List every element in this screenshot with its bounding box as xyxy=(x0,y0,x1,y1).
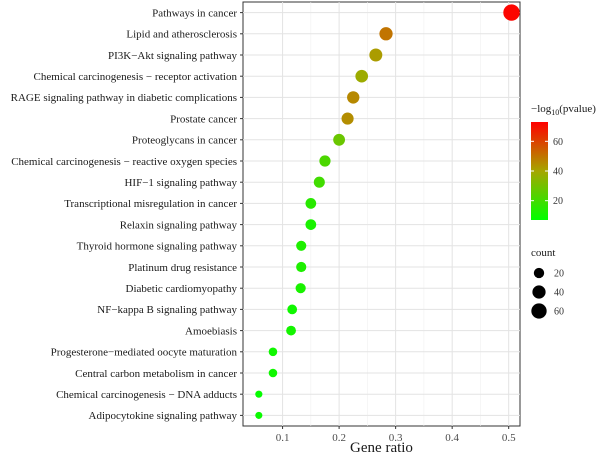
plot-frame xyxy=(242,1,521,427)
color-bar-tick-label: 40 xyxy=(553,167,563,178)
size-legend-items: 20 40 60 xyxy=(531,267,564,319)
category-labels: Pathways in cancer Lipid and atherosclero… xyxy=(11,7,243,422)
data-point xyxy=(333,133,346,146)
size-legend-dot xyxy=(533,267,545,279)
data-point xyxy=(296,261,307,273)
data-point xyxy=(305,198,317,209)
category-label: Chemical carcinogenesis − receptor activ… xyxy=(33,71,237,83)
data-point xyxy=(286,325,296,336)
size-legend: count 20 40 60 xyxy=(531,247,564,319)
data-point xyxy=(369,48,383,62)
data-point xyxy=(319,155,331,167)
color-bar-tick-label: 20 xyxy=(553,196,563,207)
size-legend-label: 40 xyxy=(554,288,564,299)
category-label: Platinum drug resistance xyxy=(128,262,237,274)
category-label: NF−kappa B signaling pathway xyxy=(97,304,237,316)
color-bar xyxy=(531,122,548,220)
data-point xyxy=(347,91,360,104)
category-label: Chemical carcinogenesis − DNA adducts xyxy=(56,389,237,401)
category-label: Adipocytokine signaling pathway xyxy=(89,410,238,422)
size-legend-label: 60 xyxy=(554,307,564,318)
size-legend-label: 20 xyxy=(554,269,564,280)
category-label: Proteoglycans in cancer xyxy=(132,135,237,147)
data-point xyxy=(313,176,325,188)
category-label: Thyroid hormone signaling pathway xyxy=(77,241,238,253)
category-label: Chemical carcinogenesis − reactive oxyge… xyxy=(11,156,237,168)
x-tick-label: 0.1 xyxy=(276,432,290,444)
category-label: Pathways in cancer xyxy=(152,7,237,19)
color-bar-tick-label: 60 xyxy=(553,137,563,148)
data-point xyxy=(355,69,369,83)
color-legend-title-subscript: 10 xyxy=(551,108,559,117)
x-axis: 0.1 0.2 0.3 0.4 0.5 xyxy=(276,426,516,444)
data-point xyxy=(295,283,306,294)
color-bar-ticks: 20 40 60 xyxy=(531,137,563,207)
data-point xyxy=(379,27,393,41)
data-point xyxy=(296,240,307,251)
data-point xyxy=(268,368,278,378)
data-point xyxy=(255,390,263,398)
size-legend-dot xyxy=(531,303,547,319)
category-label: Progesterone−mediated oocyte maturation xyxy=(51,347,238,359)
category-label: Prostate cancer xyxy=(170,113,237,125)
plot-panel xyxy=(242,1,521,427)
color-legend-title-main: −log xyxy=(531,103,552,115)
color-legend-title: −log10(pvalue) xyxy=(531,103,596,117)
data-point xyxy=(305,219,317,230)
category-label: RAGE signaling pathway in diabetic compl… xyxy=(11,92,237,104)
category-label: Central carbon metabolism in cancer xyxy=(75,368,237,380)
x-tick-label: 0.2 xyxy=(332,432,346,444)
category-label: Relaxin signaling pathway xyxy=(120,219,238,231)
color-legend-title-end: (pvalue) xyxy=(559,103,596,115)
category-label: Transcriptional misregulation in cancer xyxy=(64,198,237,210)
data-point xyxy=(341,112,354,125)
category-label: Diabetic cardiomyopathy xyxy=(126,283,238,295)
category-label: Lipid and atherosclerosis xyxy=(126,29,237,41)
category-label: PI3K−Akt signaling pathway xyxy=(108,50,238,62)
data-points xyxy=(255,4,520,419)
data-point xyxy=(503,4,520,21)
data-point xyxy=(268,347,278,357)
x-tick-label: 0.5 xyxy=(502,432,516,444)
data-point xyxy=(255,411,263,419)
category-label: Amoebiasis xyxy=(185,325,237,337)
grid-lines xyxy=(243,2,520,426)
x-tick-label: 0.4 xyxy=(445,432,459,444)
x-tick-label: 0.3 xyxy=(389,432,403,444)
size-legend-title: count xyxy=(531,247,555,259)
size-legend-dot xyxy=(532,285,546,299)
color-legend: −log10(pvalue) 20 40 60 xyxy=(531,103,596,220)
category-label: HIF−1 signaling pathway xyxy=(124,177,237,189)
data-point xyxy=(287,304,298,315)
x-axis-title: Gene ratio xyxy=(350,440,413,456)
